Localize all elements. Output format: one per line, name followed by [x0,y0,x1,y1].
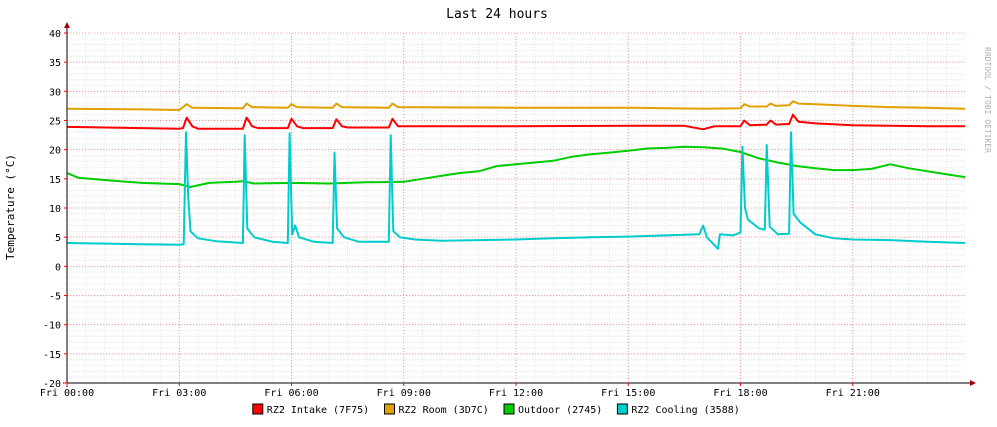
series-line-0 [66,113,965,131]
x-tick-label: Fri 12:00 [489,388,543,399]
y-tick-label: -15 [43,350,61,361]
legend-label-2: Outdoor (2745) [518,405,602,416]
x-tick-label: Fri 06:00 [264,388,318,399]
y-tick-label: 0 [55,262,61,273]
y-axis-label: Temperature (°C) [4,154,17,260]
rrdtool-watermark: RRDTOOL / TOBI OETIKER [983,47,992,153]
legend-label-1: RZ2 Room (3D7C) [399,405,489,416]
y-tick-label: 30 [49,87,61,98]
legend-label-0: RZ2 Intake (7F75) [267,405,369,416]
legend: RZ2 Intake (7F75) RZ2 Room (3D7C) Outdoor … [252,403,740,416]
chart-title: Last 24 hours [446,7,548,22]
x-tick-label: Fri 18:00 [713,388,767,399]
x-tick-label: Fri 21:00 [826,388,880,399]
y-tick-label: -20 [43,379,61,390]
legend-label-3: RZ2 Cooling (3588) [631,405,739,416]
series-line-2 [66,145,966,188]
series-line-3 [66,131,966,250]
y-tick-labels: 40 35 30 25 20 15 10 5 0 -5 -10 -15 -20 [43,29,67,390]
x-tick-label: Fri 03:00 [152,388,206,399]
x-tick-label: Fri 00:00 [40,388,94,399]
legend-swatch-3 [616,403,628,415]
x-tick-label: Fri 15:00 [601,388,655,399]
y-tick-label: 5 [55,233,61,244]
legend-swatch-1 [384,403,395,415]
x-tick-label: Fri 09:00 [377,388,431,399]
y-axis-arrow [64,22,70,28]
y-tick-label: -5 [49,292,61,303]
y-tick-label: 15 [49,175,61,186]
axes [63,22,976,387]
x-tick-labels: Fri 00:00 Fri 03:00 Fri 06:00 Fri 09:00 Fri … [40,383,880,399]
y-tick-label: 20 [49,146,61,157]
x-axis-arrow [970,380,976,386]
y-tick-label: 25 [49,117,61,128]
series-line-1 [66,100,966,111]
y-tick-label: 35 [49,58,61,69]
series-lines [66,100,966,250]
legend-swatch-2 [503,403,515,415]
y-tick-label: 40 [49,29,61,40]
legend-swatch-0 [252,403,264,415]
y-tick-label: 10 [49,204,61,215]
y-tick-label: -10 [43,321,61,332]
